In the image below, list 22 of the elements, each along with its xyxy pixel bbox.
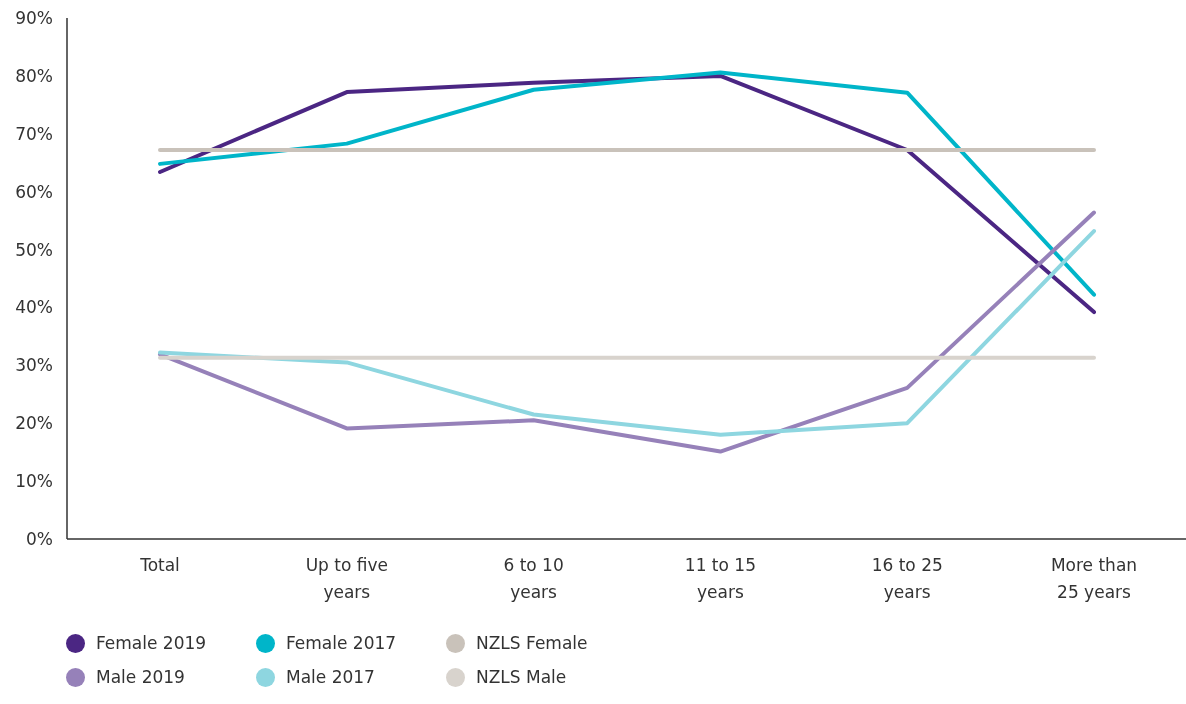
x-tick-label: Total — [139, 555, 180, 576]
legend-label: Male 2017 — [286, 667, 375, 687]
x-tick-label: Up to five years — [305, 555, 388, 603]
legend-label: NZLS Female — [476, 633, 588, 653]
y-tick-label: 0% — [26, 529, 53, 550]
y-tick-label: 10% — [15, 471, 53, 492]
legend-label: Female 2019 — [96, 633, 207, 653]
y-tick-label: 80% — [15, 65, 53, 86]
legend-label: Male 2019 — [96, 667, 185, 687]
x-tick-label: 11 to 15 years — [684, 555, 756, 603]
y-tick-label: 90% — [15, 8, 53, 29]
y-tick-label: 30% — [15, 355, 53, 376]
x-tick-label: More than 25 years — [1050, 555, 1138, 603]
y-tick-label: 50% — [15, 239, 53, 260]
legend-label: NZLS Male — [476, 667, 567, 687]
y-tick-label: 60% — [15, 181, 53, 202]
x-tick-label: 16 to 25 years — [871, 555, 943, 603]
y-tick-label: 70% — [15, 123, 53, 144]
x-tick-label: 6 to 10 years — [503, 555, 564, 603]
legend-label: Female 2017 — [286, 633, 397, 653]
y-tick-label: 40% — [15, 297, 53, 318]
y-tick-label: 20% — [15, 413, 53, 434]
